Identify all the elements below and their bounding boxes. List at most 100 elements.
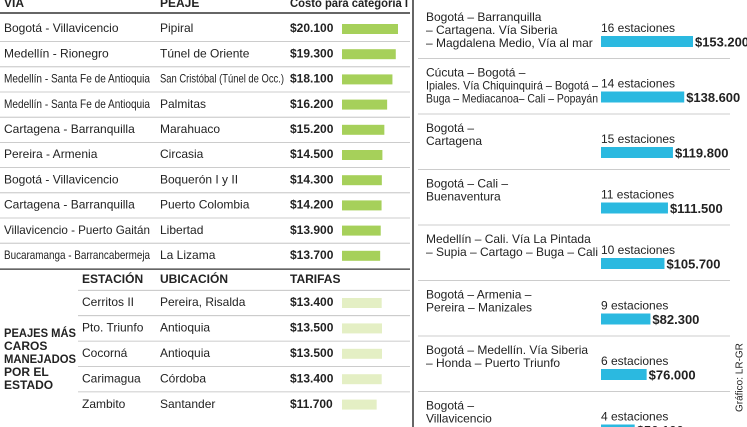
rate-bar <box>342 323 382 334</box>
station: Zambito <box>82 397 126 411</box>
route-line: Bogotá – <box>426 399 474 413</box>
peaje: Túnel de Oriente <box>160 46 250 60</box>
route-line: – Cartagena. Vía Siberia <box>426 23 558 37</box>
station: Pto. Triunfo <box>82 321 144 335</box>
cost: $13.700 <box>290 248 334 262</box>
route-line: Cartagena <box>426 134 482 148</box>
peaje: Marahuaco <box>160 122 220 136</box>
cost-bar <box>342 99 388 110</box>
total-bar <box>601 147 673 158</box>
section-title: MANEJADOS <box>4 352 76 366</box>
via: Villavicencio - Puerto Gaitán <box>4 223 150 237</box>
cost: $14.500 <box>290 147 334 161</box>
rate: $13.400 <box>290 371 334 385</box>
rate: $13.400 <box>290 295 334 309</box>
cost: $18.100 <box>290 72 334 86</box>
cost-bar <box>342 49 396 60</box>
location: Córdoba <box>160 371 206 385</box>
total: $111.500 <box>670 201 723 216</box>
station: Carimagua <box>82 371 141 385</box>
total: $76.000 <box>649 367 696 382</box>
stations: 4 estaciones <box>601 410 668 424</box>
route-line: – Magdalena Medio, Vía al mar <box>426 36 593 50</box>
column-header: UBICACIÓN <box>160 271 228 286</box>
station: Cocorná <box>82 346 128 360</box>
rate-bar <box>342 399 377 410</box>
stations: 15 estaciones <box>601 132 675 146</box>
via: Bucaramanga - Barrancabermeja <box>4 248 150 262</box>
cost: $15.200 <box>290 122 334 136</box>
peaje: La Lizama <box>160 248 216 262</box>
via: Bogotá - Villavicencio <box>4 21 119 35</box>
rate: $13.500 <box>290 321 334 335</box>
total: $82.300 <box>652 312 699 327</box>
section-title: ESTADO <box>4 378 53 392</box>
column-header: PEAJE <box>160 0 199 10</box>
peaje: Pipiral <box>160 21 193 35</box>
stations: 16 estaciones <box>601 21 675 35</box>
location: Antioquia <box>160 346 210 360</box>
cost: $14.200 <box>290 198 334 212</box>
stations: 14 estaciones <box>601 77 675 91</box>
location: Antioquia <box>160 321 210 335</box>
route-line: Medellín – Cali. Vía La Pintada <box>426 232 591 246</box>
cost: $13.900 <box>290 223 334 237</box>
route-line: Bogotá – Armenia – <box>426 288 532 302</box>
stations: 9 estaciones <box>601 299 668 313</box>
section-title: PEAJES MÁS <box>4 325 76 340</box>
credit: Gráfico: LR-GR <box>735 343 746 412</box>
via: Cartagena - Barranquilla <box>4 198 135 212</box>
cost-bar <box>342 150 383 160</box>
route-line: Bogotá – Cali – <box>426 177 508 191</box>
total-bar <box>601 258 665 269</box>
rate-bar <box>342 298 382 308</box>
total: $138.600 <box>686 90 740 105</box>
total-bar <box>601 36 693 47</box>
peaje: Puerto Colombia <box>160 198 250 212</box>
total-bar <box>601 91 685 103</box>
total-bar <box>601 424 635 427</box>
via: Cartagena - Barranquilla <box>4 122 135 136</box>
column-header: TARIFAS <box>290 272 340 286</box>
via: Medellín - Rionegro <box>4 46 109 60</box>
section-title: CAROS <box>4 339 47 353</box>
stations: 6 estaciones <box>601 354 668 368</box>
route-line: Buenaventura <box>426 190 501 204</box>
rate-bar <box>342 348 382 359</box>
total: $105.700 <box>666 256 720 271</box>
total: $153.200 <box>695 34 747 49</box>
route-line: Villavicencio <box>426 412 492 426</box>
location: Santander <box>160 397 215 411</box>
route-line: – Honda – Puerto Triunfo <box>426 356 560 370</box>
total-bar <box>601 202 668 214</box>
route-line: Bogotá – <box>426 121 474 135</box>
cost: $14.300 <box>290 172 334 186</box>
rate: $13.500 <box>290 346 334 360</box>
route-line: Cúcuta – Bogotá – <box>426 66 526 80</box>
via: Bogotá - Villavicencio <box>4 172 119 186</box>
route-line: Ipiales. Vía Chiquinquirá – Bogotá – <box>426 79 598 93</box>
station: Cerritos II <box>82 295 134 309</box>
total: $119.800 <box>675 145 729 160</box>
cost-bar <box>342 124 385 135</box>
cost-bar <box>342 250 381 261</box>
peaje: Boquerón I y II <box>160 172 238 186</box>
total-bar <box>601 313 651 325</box>
rate: $11.700 <box>290 397 333 411</box>
cost: $19.300 <box>290 46 334 60</box>
peaje: Libertad <box>160 223 203 237</box>
peaje: Circasia <box>160 147 204 161</box>
location: Pereira, Risalda <box>160 295 246 309</box>
total-bar <box>601 369 647 380</box>
total: $56.100 <box>637 423 684 427</box>
route-line: Pereira – Manizales <box>426 301 532 315</box>
via: Medellín - Santa Fe de Antioquia <box>4 72 150 86</box>
cost-bar <box>342 74 393 85</box>
cost: $16.200 <box>290 97 334 111</box>
cost-bar <box>342 225 381 236</box>
cost-bar <box>342 175 382 186</box>
rate-bar <box>342 374 382 385</box>
route-line: Bogotá – Barranquilla <box>426 10 542 24</box>
via: Medellín - Santa Fe de Antioquia <box>4 97 150 111</box>
